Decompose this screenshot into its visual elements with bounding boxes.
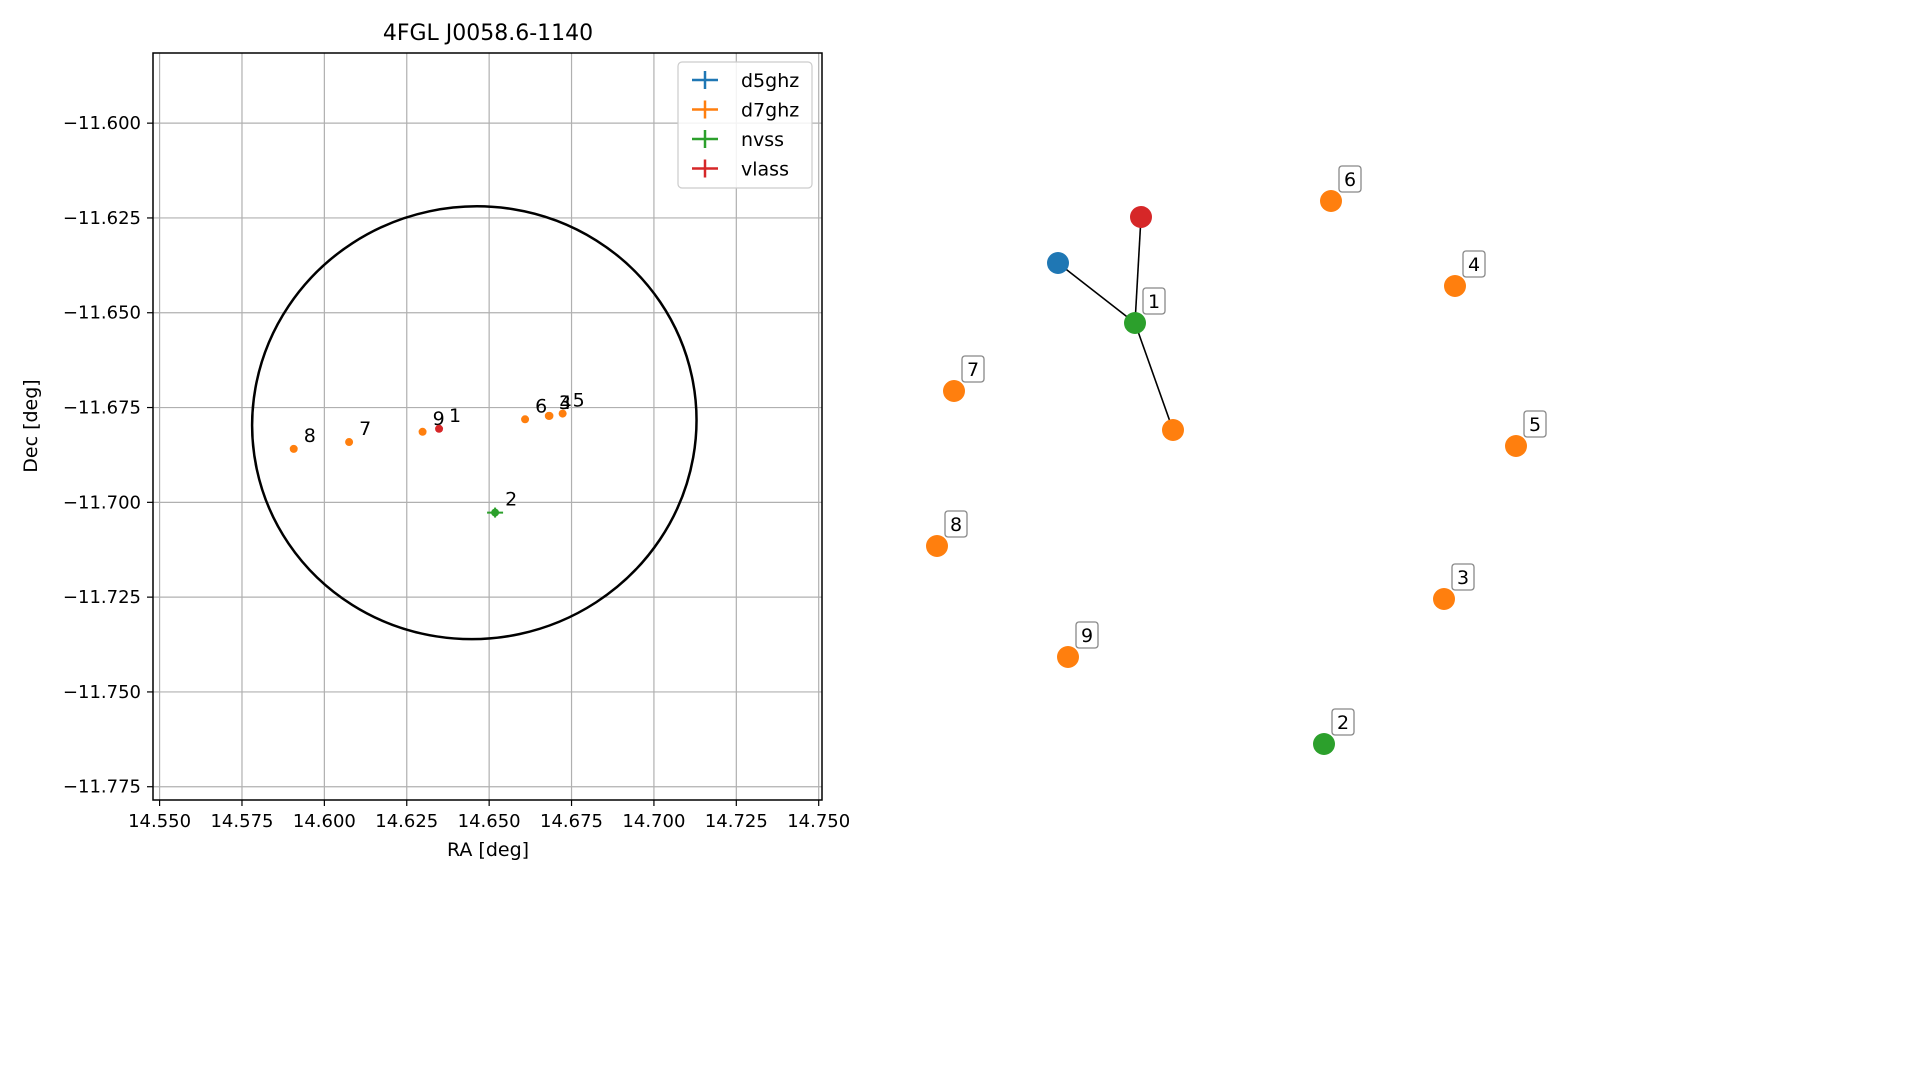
right-graph-panel: 1 2 3 4 5 6 7 8 9 xyxy=(926,165,1547,755)
d7ghz-point xyxy=(521,415,530,424)
graph-edges xyxy=(1057,216,1174,431)
node-label-box xyxy=(1462,250,1486,278)
d7ghz-point xyxy=(345,438,354,447)
chart-title: 4FGL J0058.6-1140 xyxy=(383,21,593,46)
d7ghz-node xyxy=(1057,646,1079,668)
x-tick-label: 14.600 xyxy=(293,811,356,832)
graph-edge xyxy=(1057,262,1136,324)
d7ghz-point xyxy=(545,411,554,420)
point-label: 3 xyxy=(559,392,571,414)
nvss-node xyxy=(1313,733,1335,755)
y-tick-label: −11.725 xyxy=(63,587,141,608)
x-tick-label: 14.650 xyxy=(458,811,521,832)
node-label: 7 xyxy=(967,359,979,381)
x-tick-label: 14.675 xyxy=(540,811,603,832)
d7ghz-node xyxy=(1505,435,1527,457)
x-tick-label: 14.625 xyxy=(375,811,438,832)
vlass-point xyxy=(435,424,444,433)
point-label: 4 xyxy=(559,392,571,414)
y-tick-label: −11.775 xyxy=(63,777,141,798)
left-scatter-panel: 4FGL J0058.6-1140 RA [deg] Dec [deg] 34 5… xyxy=(20,21,850,861)
y-tick-label: −11.675 xyxy=(63,398,141,419)
d5ghz-node xyxy=(1047,252,1069,274)
vlass-node xyxy=(1130,206,1152,228)
y-tick-label: −11.625 xyxy=(63,208,141,229)
point-label: 8 xyxy=(304,425,316,447)
node-label: 6 xyxy=(1344,169,1356,191)
plot-frame xyxy=(152,52,823,801)
x-tick-label: 14.725 xyxy=(705,811,768,832)
graph-nodes: 1 2 3 4 5 6 7 8 9 xyxy=(926,165,1547,755)
node-label-box xyxy=(1075,621,1099,649)
node-label: 1 xyxy=(1148,291,1160,313)
x-tick-label: 14.750 xyxy=(787,811,850,832)
x-tick-label: 14.550 xyxy=(128,811,191,832)
y-tick-label: −11.600 xyxy=(63,113,141,134)
d7ghz-node xyxy=(1162,419,1184,441)
node-label: 2 xyxy=(1337,712,1349,734)
graph-edge xyxy=(1134,322,1174,431)
data-points-layer: 34 5 6 7 8 9 2 1 xyxy=(289,390,585,518)
node-label-box xyxy=(1338,165,1362,193)
point-label: 2 xyxy=(505,489,517,511)
point-label: 1 xyxy=(449,405,461,427)
legend-label-nvss: nvss xyxy=(741,129,784,151)
node-label: 8 xyxy=(950,514,962,536)
d7ghz-point xyxy=(558,409,567,418)
legend-label-d5ghz: d5ghz xyxy=(741,70,799,92)
d7ghz-point xyxy=(289,444,298,453)
error-ellipse-layer xyxy=(250,205,698,641)
error-ellipse xyxy=(250,205,698,641)
d7ghz-node xyxy=(943,380,965,402)
x-tick-label: 14.700 xyxy=(622,811,685,832)
axes-layer: 14.550 14.575 14.600 14.625 14.650 14.675 14.7… xyxy=(63,52,850,832)
nvss-node xyxy=(1124,312,1146,334)
legend-label-vlass: vlass xyxy=(741,159,789,181)
point-label: 6 xyxy=(535,395,547,417)
node-label: 9 xyxy=(1081,625,1093,647)
d7ghz-point xyxy=(418,427,427,436)
x-tick-label: 14.575 xyxy=(210,811,273,832)
point-label: 9 xyxy=(433,408,445,430)
node-label: 5 xyxy=(1529,414,1541,436)
y-tick-label: −11.750 xyxy=(63,682,141,703)
node-label-box xyxy=(1331,708,1355,736)
point-label: 5 xyxy=(573,390,585,412)
d7ghz-node xyxy=(1444,275,1466,297)
legend: d5ghz d7ghz nvss vlass xyxy=(677,61,813,189)
nvss-point xyxy=(491,508,500,517)
node-label-box xyxy=(944,510,968,538)
d7ghz-node xyxy=(1433,588,1455,610)
grid-lines xyxy=(153,53,822,800)
point-label: 7 xyxy=(359,418,371,440)
y-tick-label: −11.650 xyxy=(63,303,141,324)
legend-box xyxy=(677,61,813,189)
y-axis-label: Dec [deg] xyxy=(20,379,42,472)
node-label-box xyxy=(961,355,985,383)
x-axis-label: RA [deg] xyxy=(447,839,529,861)
d7ghz-node xyxy=(926,535,948,557)
graph-edge xyxy=(1134,216,1142,324)
d7ghz-node xyxy=(1320,190,1342,212)
node-label: 3 xyxy=(1457,567,1469,589)
node-label: 4 xyxy=(1468,254,1480,276)
node-label-box xyxy=(1451,563,1475,591)
node-label-box xyxy=(1523,410,1547,438)
node-label-box xyxy=(1142,287,1166,315)
legend-label-d7ghz: d7ghz xyxy=(741,100,799,122)
y-tick-label: −11.700 xyxy=(63,492,141,513)
